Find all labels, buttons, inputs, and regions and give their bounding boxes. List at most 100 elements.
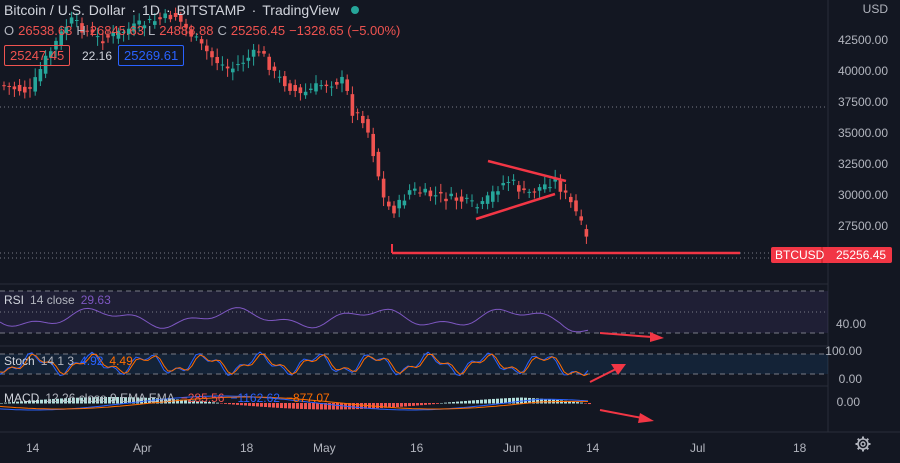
macd-hist-bar xyxy=(84,397,87,404)
candle-body xyxy=(246,57,251,61)
candle-body xyxy=(262,51,266,54)
macd-hist-bar xyxy=(76,397,79,404)
gear-icon[interactable] xyxy=(855,436,871,452)
candle-body xyxy=(64,26,69,34)
macd-hist-bar xyxy=(472,400,475,404)
macd-hist-bar xyxy=(4,402,7,404)
macd-hist-bar xyxy=(356,403,359,410)
macd-hist-bar xyxy=(260,403,263,407)
macd-hist-bar xyxy=(32,400,35,404)
candle-body xyxy=(569,196,573,203)
macd-hist-bar xyxy=(492,398,495,404)
rsi-line xyxy=(0,307,589,333)
candle-body xyxy=(527,191,531,193)
stoch-legend[interactable]: Stoch 14 1 3 4.92 4.49 xyxy=(4,354,133,368)
macd-hist-bar xyxy=(480,399,483,404)
macd-histogram xyxy=(0,397,591,410)
close-value: 25256.45 xyxy=(230,23,286,38)
candle-body xyxy=(116,30,121,39)
macd-hist-bar xyxy=(468,400,471,404)
macd-hist-bar xyxy=(60,398,63,404)
macd-hist-bar xyxy=(588,403,591,405)
candle-body xyxy=(184,23,188,28)
macd-hist-bar xyxy=(240,403,243,406)
close-key: C xyxy=(217,23,227,38)
macd-hist-bar xyxy=(108,397,111,404)
macd-hist-bar xyxy=(44,399,47,404)
last-symbol-label: BTCUSD xyxy=(775,248,825,262)
high-value: 26845.63 xyxy=(89,23,144,38)
price-tick: 30000.00 xyxy=(837,188,888,202)
macd-line xyxy=(0,395,589,411)
macd-hist-bar xyxy=(280,403,283,409)
candle-body xyxy=(428,190,433,197)
macd-hist-bar xyxy=(440,402,443,404)
macd-hist-bar xyxy=(584,403,587,404)
macd-hist-bar xyxy=(292,403,295,409)
macd-hist-bar xyxy=(184,400,187,404)
macd-hist-bar xyxy=(120,397,123,404)
symbol-legend[interactable]: Bitcoin / U.S. Dollar · 1D · BITSTAMP · … xyxy=(4,2,360,18)
macd-hist-bar xyxy=(288,403,291,409)
candle-body xyxy=(173,13,178,17)
macd-hist-bar xyxy=(504,398,507,404)
macd-hist-bar xyxy=(140,397,143,404)
candle-body xyxy=(335,81,339,85)
dot-separator: · xyxy=(165,2,171,18)
macd-hist-bar xyxy=(428,403,431,405)
macd-hist-bar xyxy=(396,403,399,408)
macd-hist-bar xyxy=(152,398,155,404)
rsi-band xyxy=(0,291,828,333)
triangle-lower-line xyxy=(475,192,556,221)
macd-hist-bar xyxy=(448,402,451,404)
candle-body xyxy=(7,85,11,87)
candle-body xyxy=(485,195,490,204)
candle-body xyxy=(43,55,48,74)
candle-body xyxy=(392,205,396,214)
macd-hist-bar xyxy=(272,403,275,408)
macd-hist-bar xyxy=(300,403,303,409)
candle-body xyxy=(163,13,167,19)
candle-body xyxy=(75,20,79,22)
macd-hist-bar xyxy=(36,400,39,404)
candle-body xyxy=(147,18,152,21)
open-key: O xyxy=(4,23,15,38)
macd-signal-line xyxy=(0,396,589,410)
candle-body xyxy=(350,94,355,116)
macd-hist-bar xyxy=(156,398,159,404)
buy-price-button[interactable]: 25269.61 xyxy=(118,45,185,66)
candle-body xyxy=(38,69,43,82)
macd-hist-bar xyxy=(276,403,279,408)
candle-body xyxy=(101,41,105,44)
macd-hist-bar xyxy=(376,403,379,409)
candle-body xyxy=(199,39,204,44)
candle-body xyxy=(532,191,537,193)
candle-body xyxy=(298,87,303,94)
macd-legend[interactable]: MACD 12 26 close 9 EMA EMA −285.56 −1162… xyxy=(4,391,330,405)
candle-body xyxy=(407,190,412,195)
currency-label[interactable]: USD xyxy=(862,2,888,16)
high-key: H xyxy=(76,23,86,38)
candle-body xyxy=(371,133,375,157)
candle-body xyxy=(153,21,157,25)
rsi-legend[interactable]: RSI 14 close 29.63 xyxy=(4,293,111,307)
stoch-arrow xyxy=(589,364,626,383)
candle-body xyxy=(324,84,329,87)
candle-body xyxy=(511,179,516,181)
macd-hist-bar xyxy=(204,401,207,404)
sell-price-button[interactable]: 25247.45 xyxy=(4,45,71,66)
candle-body xyxy=(49,51,53,58)
macd-hist-bar xyxy=(324,403,327,410)
macd-hist-bar xyxy=(196,400,199,404)
macd-hist-bar xyxy=(200,401,203,404)
candle-body xyxy=(236,64,240,66)
candle-body xyxy=(267,56,271,70)
time-tick: Jul xyxy=(690,441,706,455)
candle-body xyxy=(433,195,438,197)
time-tick: Apr xyxy=(133,441,152,455)
price-axis[interactable]: USD 42500.00 40000.00 37500.00 35000.00 … xyxy=(826,0,900,433)
candle-body xyxy=(2,85,6,87)
candle-body xyxy=(517,185,521,192)
candle-body xyxy=(574,200,578,212)
